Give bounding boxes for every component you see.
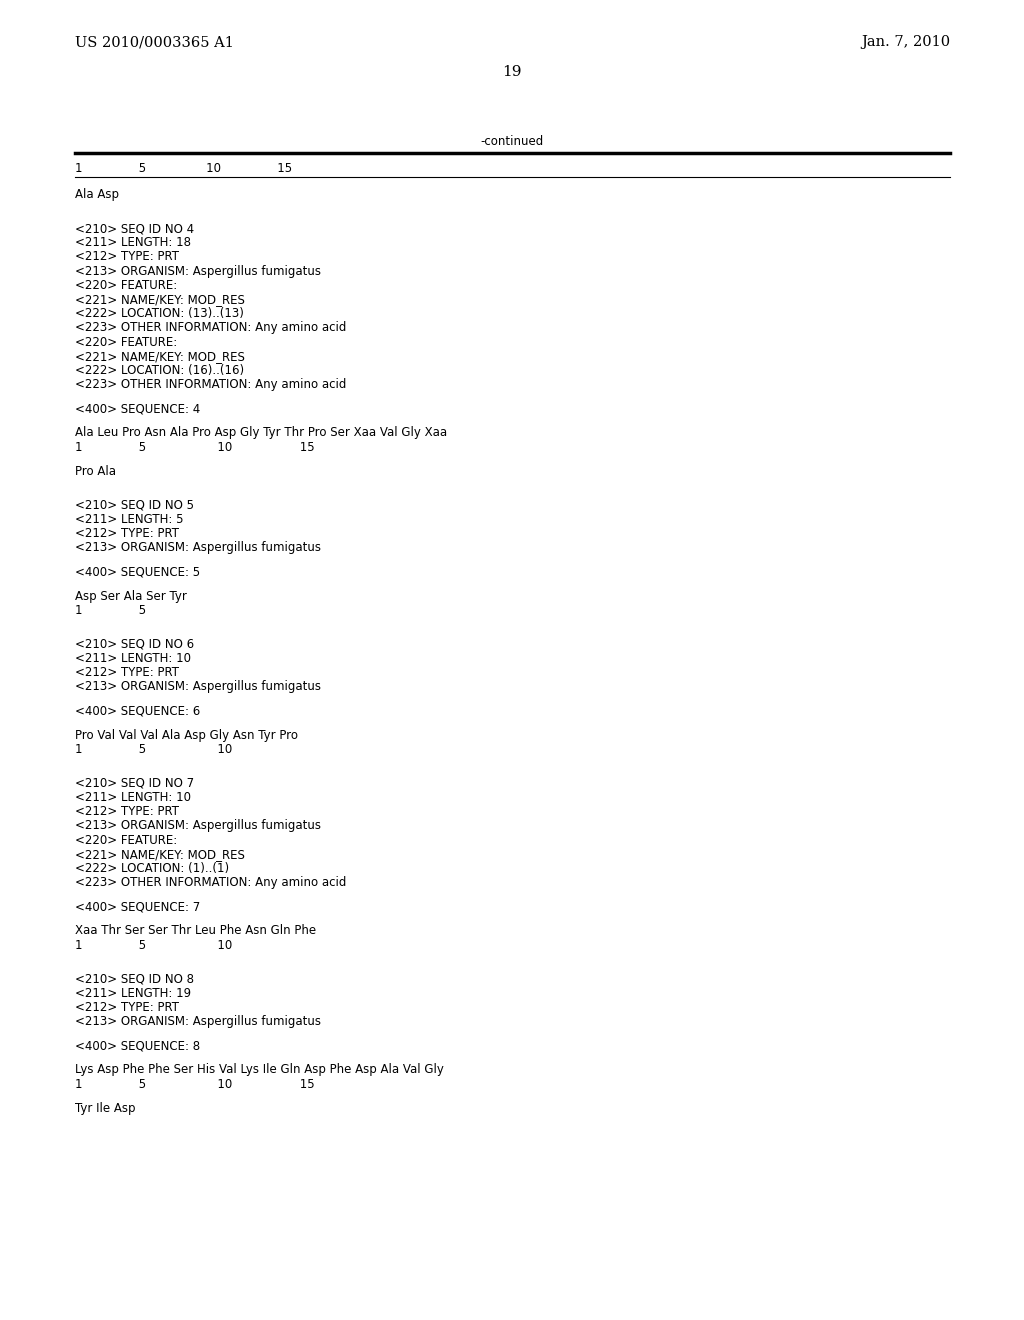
Text: Pro Ala: Pro Ala [75, 465, 116, 478]
Text: <210> SEQ ID NO 7: <210> SEQ ID NO 7 [75, 776, 195, 789]
Text: <211> LENGTH: 19: <211> LENGTH: 19 [75, 987, 191, 999]
Text: <222> LOCATION: (13)..(13): <222> LOCATION: (13)..(13) [75, 308, 244, 321]
Text: 1               5: 1 5 [75, 603, 146, 616]
Text: 1               5                10               15: 1 5 10 15 [75, 162, 292, 176]
Text: <211> LENGTH: 18: <211> LENGTH: 18 [75, 236, 191, 249]
Text: <212> TYPE: PRT: <212> TYPE: PRT [75, 805, 179, 818]
Text: <400> SEQUENCE: 5: <400> SEQUENCE: 5 [75, 565, 200, 578]
Text: 1               5                   10: 1 5 10 [75, 743, 232, 756]
Text: <222> LOCATION: (1)..(1): <222> LOCATION: (1)..(1) [75, 862, 229, 875]
Text: <221> NAME/KEY: MOD_RES: <221> NAME/KEY: MOD_RES [75, 293, 245, 306]
Text: <400> SEQUENCE: 4: <400> SEQUENCE: 4 [75, 403, 201, 416]
Text: <210> SEQ ID NO 4: <210> SEQ ID NO 4 [75, 222, 195, 235]
Text: Asp Ser Ala Ser Tyr: Asp Ser Ala Ser Tyr [75, 590, 186, 602]
Text: Ala Asp: Ala Asp [75, 187, 119, 201]
Text: Lys Asp Phe Phe Ser His Val Lys Ile Gln Asp Phe Asp Ala Val Gly: Lys Asp Phe Phe Ser His Val Lys Ile Gln … [75, 1064, 443, 1076]
Text: <210> SEQ ID NO 8: <210> SEQ ID NO 8 [75, 973, 194, 986]
Text: 1               5                   10: 1 5 10 [75, 939, 232, 952]
Text: 19: 19 [502, 65, 522, 79]
Text: <220> FEATURE:: <220> FEATURE: [75, 335, 177, 348]
Text: <400> SEQUENCE: 7: <400> SEQUENCE: 7 [75, 900, 201, 913]
Text: <213> ORGANISM: Aspergillus fumigatus: <213> ORGANISM: Aspergillus fumigatus [75, 680, 321, 693]
Text: <210> SEQ ID NO 6: <210> SEQ ID NO 6 [75, 638, 195, 651]
Text: 1               5                   10                  15: 1 5 10 15 [75, 1077, 314, 1090]
Text: 1               5                   10                  15: 1 5 10 15 [75, 441, 314, 454]
Text: <213> ORGANISM: Aspergillus fumigatus: <213> ORGANISM: Aspergillus fumigatus [75, 1015, 321, 1028]
Text: <223> OTHER INFORMATION: Any amino acid: <223> OTHER INFORMATION: Any amino acid [75, 876, 346, 890]
Text: <213> ORGANISM: Aspergillus fumigatus: <213> ORGANISM: Aspergillus fumigatus [75, 820, 321, 833]
Text: US 2010/0003365 A1: US 2010/0003365 A1 [75, 36, 233, 49]
Text: <212> TYPE: PRT: <212> TYPE: PRT [75, 251, 179, 264]
Text: <210> SEQ ID NO 5: <210> SEQ ID NO 5 [75, 499, 194, 512]
Text: Xaa Thr Ser Ser Thr Leu Phe Asn Gln Phe: Xaa Thr Ser Ser Thr Leu Phe Asn Gln Phe [75, 924, 316, 937]
Text: -continued: -continued [480, 135, 544, 148]
Text: <211> LENGTH: 10: <211> LENGTH: 10 [75, 791, 191, 804]
Text: <213> ORGANISM: Aspergillus fumigatus: <213> ORGANISM: Aspergillus fumigatus [75, 264, 321, 277]
Text: <211> LENGTH: 5: <211> LENGTH: 5 [75, 513, 183, 525]
Text: <211> LENGTH: 10: <211> LENGTH: 10 [75, 652, 191, 665]
Text: <221> NAME/KEY: MOD_RES: <221> NAME/KEY: MOD_RES [75, 847, 245, 861]
Text: Jan. 7, 2010: Jan. 7, 2010 [861, 36, 950, 49]
Text: Pro Val Val Val Ala Asp Gly Asn Tyr Pro: Pro Val Val Val Ala Asp Gly Asn Tyr Pro [75, 729, 298, 742]
Text: <223> OTHER INFORMATION: Any amino acid: <223> OTHER INFORMATION: Any amino acid [75, 379, 346, 391]
Text: <400> SEQUENCE: 6: <400> SEQUENCE: 6 [75, 705, 201, 717]
Text: <220> FEATURE:: <220> FEATURE: [75, 833, 177, 846]
Text: Ala Leu Pro Asn Ala Pro Asp Gly Tyr Thr Pro Ser Xaa Val Gly Xaa: Ala Leu Pro Asn Ala Pro Asp Gly Tyr Thr … [75, 426, 447, 440]
Text: <223> OTHER INFORMATION: Any amino acid: <223> OTHER INFORMATION: Any amino acid [75, 321, 346, 334]
Text: <221> NAME/KEY: MOD_RES: <221> NAME/KEY: MOD_RES [75, 350, 245, 363]
Text: <213> ORGANISM: Aspergillus fumigatus: <213> ORGANISM: Aspergillus fumigatus [75, 541, 321, 554]
Text: <212> TYPE: PRT: <212> TYPE: PRT [75, 1001, 179, 1014]
Text: <400> SEQUENCE: 8: <400> SEQUENCE: 8 [75, 1039, 200, 1052]
Text: <212> TYPE: PRT: <212> TYPE: PRT [75, 667, 179, 678]
Text: <222> LOCATION: (16)..(16): <222> LOCATION: (16)..(16) [75, 364, 244, 378]
Text: <220> FEATURE:: <220> FEATURE: [75, 279, 177, 292]
Text: Tyr Ile Asp: Tyr Ile Asp [75, 1102, 135, 1114]
Text: <212> TYPE: PRT: <212> TYPE: PRT [75, 527, 179, 540]
